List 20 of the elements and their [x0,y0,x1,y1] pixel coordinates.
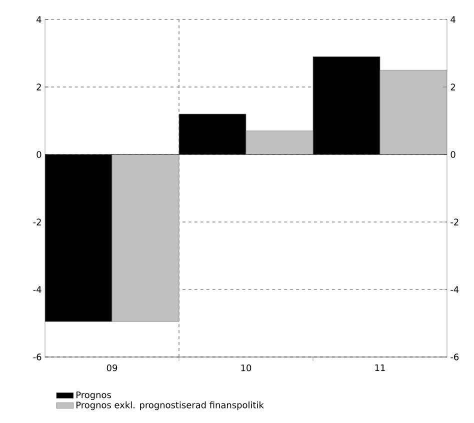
legend-label: Prognos [76,392,111,400]
bar [112,154,180,322]
bar [380,70,448,155]
y-tick-label: -2 [33,218,41,226]
y2-tick-label: 4 [450,16,456,23]
x-tick-label: 10 [241,364,252,372]
bar [246,130,314,155]
y2-tick-label: 0 [450,151,456,158]
y2-tick-label: -4 [450,286,459,293]
y2-tick-label: -6 [450,354,459,360]
y-tick-label: -6 [33,354,42,360]
x-tick-label: 09 [106,364,118,372]
y-tick-label: 4 [36,16,42,23]
legend-label: Prognos exkl. prognostiserad finanspolitik [76,401,264,410]
y2-tick-label: -2 [450,218,458,226]
y-tick-label: -4 [33,286,42,293]
y-tick-label: 2 [36,84,41,90]
y2-tick-label: 2 [450,84,456,90]
y-tick-label: 0 [36,151,42,158]
x-tick-label: 11 [375,364,385,371]
